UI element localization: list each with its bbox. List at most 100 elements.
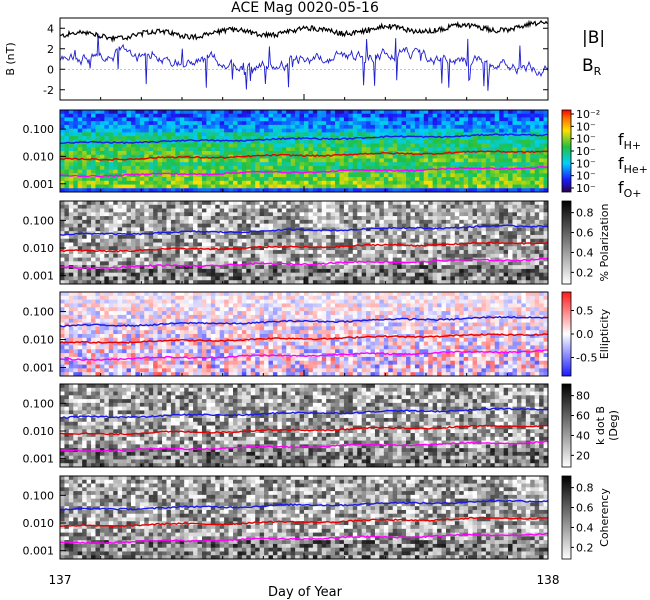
y-tick-label: 2 <box>47 43 54 56</box>
heatmap-cell <box>237 250 243 255</box>
heatmap-cell <box>95 219 101 225</box>
heatmap-cell <box>441 124 447 130</box>
heatmap-cell <box>343 261 349 266</box>
heatmap-cell <box>423 223 429 228</box>
heatmap-cell <box>295 219 301 225</box>
heatmap-cell <box>304 158 309 163</box>
heatmap-cell <box>99 246 105 251</box>
heatmap-cell <box>477 208 482 213</box>
heatmap-cell <box>503 113 509 118</box>
heatmap-cell <box>215 216 221 221</box>
heatmap-cell <box>250 276 256 281</box>
heatmap-cell <box>481 188 487 193</box>
heatmap-cell <box>406 121 411 126</box>
heatmap-cell <box>468 280 474 285</box>
heatmap-cell <box>304 238 309 243</box>
heatmap-cell <box>428 216 434 221</box>
heatmap-cell <box>157 257 163 262</box>
heatmap-cell <box>508 234 514 240</box>
heatmap-cell <box>295 154 301 159</box>
heatmap-cell <box>419 231 425 236</box>
heatmap-cell <box>459 272 465 277</box>
heatmap-cell <box>366 184 372 189</box>
heatmap-cell <box>175 261 181 266</box>
heatmap-cell <box>357 231 363 236</box>
heatmap-cell <box>503 268 509 274</box>
heatmap-cell <box>516 280 522 285</box>
heatmap-cell <box>268 257 274 262</box>
heatmap-cell <box>361 268 367 274</box>
heatmap-cell <box>60 184 65 189</box>
heatmap-cell <box>534 177 540 182</box>
heatmap-cell <box>179 219 185 225</box>
heatmap-cell <box>201 223 207 228</box>
heatmap-cell <box>445 227 451 232</box>
heatmap-cell <box>99 265 105 270</box>
heatmap-cell <box>224 180 230 186</box>
heatmap-cell <box>122 276 128 281</box>
heatmap-cell <box>348 246 354 251</box>
heatmap-cell <box>117 212 123 217</box>
heatmap-cell <box>392 253 398 259</box>
heatmap-cell <box>104 276 110 281</box>
heatmap-cell <box>468 242 474 247</box>
heatmap-cell <box>210 216 216 221</box>
heatmap-cell <box>472 250 478 255</box>
heatmap-cell <box>317 216 323 221</box>
heatmap-cell <box>468 276 474 281</box>
heatmap-cell <box>481 272 487 277</box>
heatmap-cell <box>233 234 238 240</box>
heatmap-cell <box>339 272 345 277</box>
heatmap-cell <box>339 143 345 148</box>
heatmap-cell <box>499 136 505 141</box>
heatmap-cell <box>73 208 79 213</box>
heatmap-cell <box>539 162 545 167</box>
heatmap-cell <box>539 208 545 213</box>
heatmap-cell <box>193 121 199 126</box>
heatmap-cell <box>308 280 314 285</box>
heatmap-cell <box>144 154 150 159</box>
heatmap-cell <box>162 162 167 167</box>
heatmap-cell <box>197 165 203 171</box>
heatmap-cell <box>148 165 154 171</box>
heatmap-cell <box>104 151 110 156</box>
heatmap-cell <box>299 158 305 163</box>
heatmap-cell <box>419 136 425 141</box>
heatmap-cell <box>335 276 340 281</box>
heatmap-cell <box>188 158 194 163</box>
heatmap-cell <box>379 242 385 247</box>
heatmap-cell <box>459 169 465 174</box>
heatmap-cell <box>64 326 70 331</box>
heatmap-cell <box>126 242 132 247</box>
heatmap-cell <box>268 162 274 167</box>
heatmap-cell <box>485 261 491 266</box>
heatmap-cell <box>326 151 332 156</box>
heatmap-cell <box>179 180 185 186</box>
heatmap-cell <box>122 162 128 167</box>
heatmap-cell <box>99 204 105 210</box>
heatmap-cell <box>414 147 420 152</box>
heatmap-cell <box>77 227 83 232</box>
heatmap-cell <box>272 219 278 225</box>
heatmap-cell <box>108 272 114 277</box>
heatmap-cell <box>397 169 403 174</box>
heatmap-cell <box>428 268 434 274</box>
heatmap-cell <box>499 257 505 262</box>
heatmap-cell <box>113 261 119 266</box>
heatmap-cell <box>543 265 549 270</box>
heatmap-cell <box>206 110 212 115</box>
heatmap-cell <box>521 169 527 174</box>
heatmap-cell <box>144 238 150 243</box>
heatmap-cell <box>410 128 416 133</box>
heatmap-cell <box>60 280 65 285</box>
heatmap-cell <box>108 223 114 228</box>
heatmap-cell <box>295 280 301 285</box>
heatmap-cell <box>401 216 407 221</box>
heatmap-cell <box>374 180 380 186</box>
heatmap-cell <box>241 180 247 186</box>
heatmap-cell <box>64 242 70 247</box>
heatmap-cell <box>228 257 234 262</box>
heatmap-cell <box>60 151 65 156</box>
heatmap-cell <box>197 132 203 137</box>
heatmap-cell <box>485 151 491 156</box>
